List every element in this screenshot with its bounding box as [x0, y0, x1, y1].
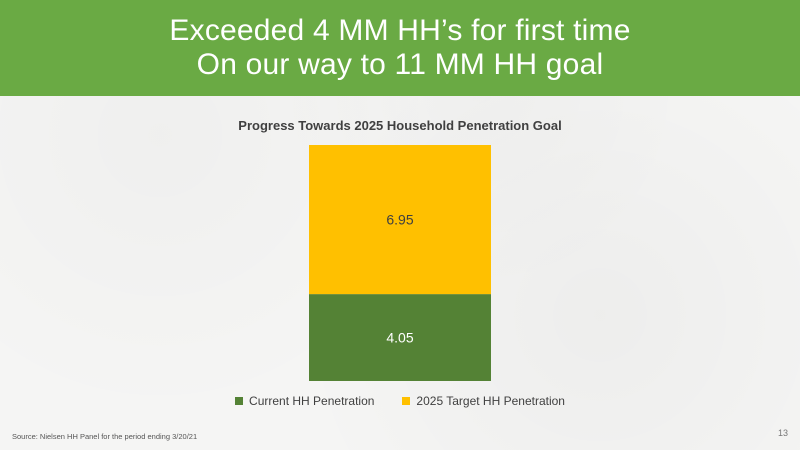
- chart-legend: Current HH Penetration 2025 Target HH Pe…: [0, 394, 800, 408]
- legend-swatch-current: [235, 397, 244, 405]
- legend-swatch-target: [402, 397, 411, 405]
- legend-item-current: Current HH Penetration: [235, 394, 374, 408]
- chart-title: Progress Towards 2025 Household Penetrat…: [238, 118, 562, 133]
- slide-title-line-1: Exceeded 4 MM HH’s for first time: [169, 14, 631, 47]
- data-label-target: 6.95: [386, 212, 413, 228]
- bar-segment-target: [309, 145, 491, 295]
- page-number: 13: [777, 428, 788, 438]
- legend-label-target: 2025 Target HH Penetration: [416, 394, 565, 408]
- bar-segment-current: [309, 294, 491, 381]
- legend-label-current: Current HH Penetration: [249, 394, 375, 408]
- slide-title-line-2: On our way to 11 MM HH goal: [196, 48, 604, 81]
- title-banner: Exceeded 4 MM HH’s for first time On our…: [0, 0, 800, 96]
- source-note: Source: Nielsen HH Panel for the period …: [12, 432, 198, 441]
- data-label-current: 4.05: [386, 330, 413, 346]
- legend-item-target: 2025 Target HH Penetration: [402, 394, 565, 408]
